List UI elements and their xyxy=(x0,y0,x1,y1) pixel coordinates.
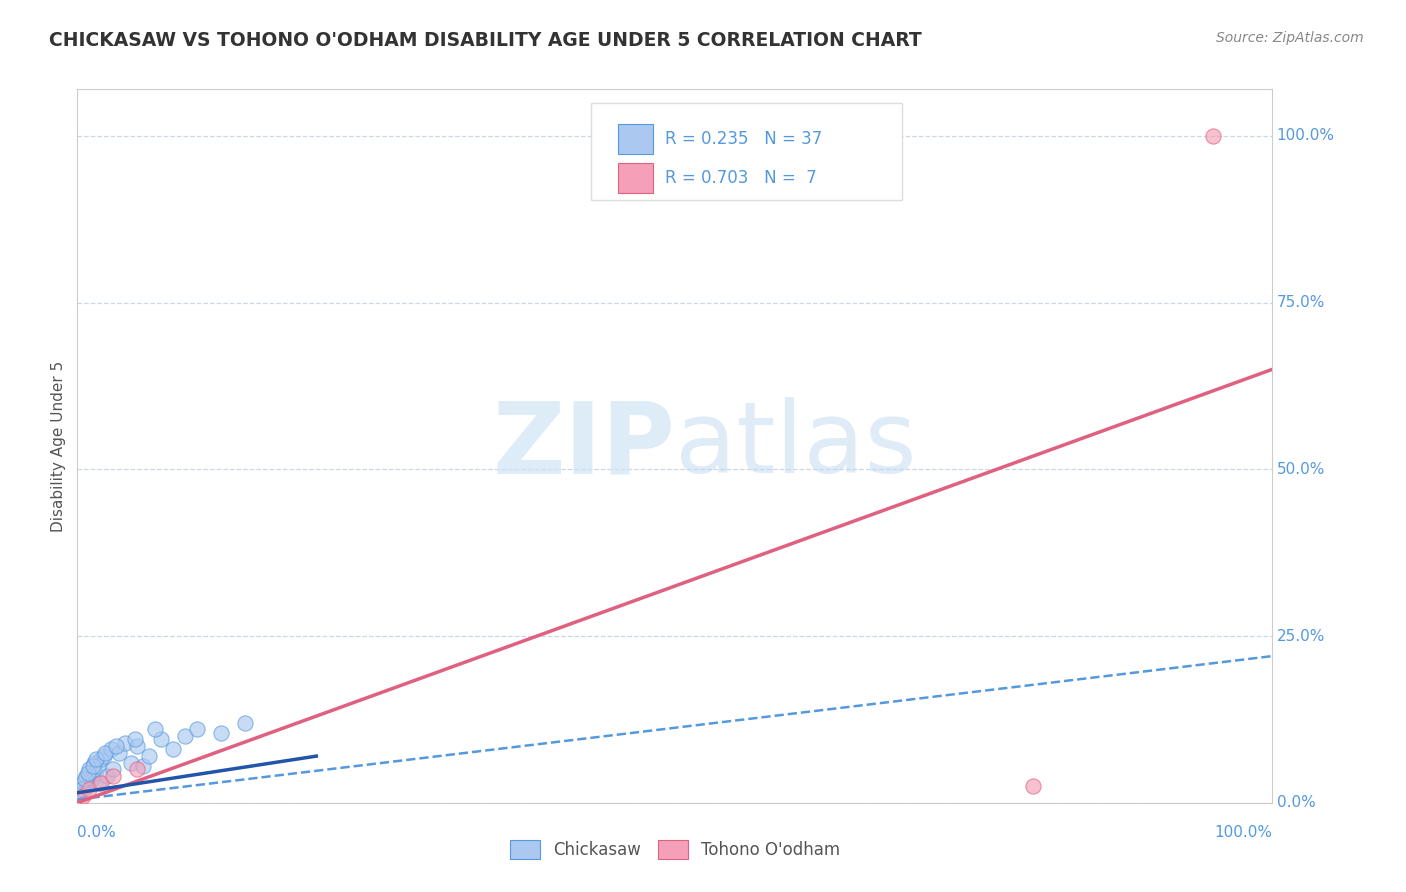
Point xyxy=(87,776,110,790)
Point xyxy=(83,756,105,770)
Point xyxy=(94,746,117,760)
Point xyxy=(143,723,166,737)
Point xyxy=(174,729,197,743)
Point xyxy=(124,732,146,747)
Point xyxy=(150,732,173,747)
Text: CHICKASAW VS TOHONO O'ODHAM DISABILITY AGE UNDER 5 CORRELATION CHART: CHICKASAW VS TOHONO O'ODHAM DISABILITY A… xyxy=(49,31,922,50)
Point xyxy=(114,736,136,750)
Point xyxy=(70,782,93,797)
Text: 75.0%: 75.0% xyxy=(1277,295,1324,310)
Point xyxy=(138,749,160,764)
Point xyxy=(127,739,149,753)
Point xyxy=(77,765,100,780)
Text: R = 0.703   N =  7: R = 0.703 N = 7 xyxy=(665,169,817,187)
Point xyxy=(209,725,232,739)
Point xyxy=(120,756,142,770)
Point xyxy=(84,765,107,780)
Point xyxy=(79,782,101,797)
Point xyxy=(1022,779,1045,793)
Point xyxy=(73,772,96,787)
Point xyxy=(86,752,108,766)
Text: 0.0%: 0.0% xyxy=(1277,796,1316,810)
Point xyxy=(96,769,118,783)
Point xyxy=(1202,128,1225,143)
Text: 25.0%: 25.0% xyxy=(1277,629,1324,643)
Text: Source: ZipAtlas.com: Source: ZipAtlas.com xyxy=(1216,31,1364,45)
Point xyxy=(132,759,155,773)
Point xyxy=(90,776,112,790)
Point xyxy=(72,776,94,790)
Point xyxy=(104,739,127,753)
Point xyxy=(69,786,91,800)
Text: R = 0.235   N = 37: R = 0.235 N = 37 xyxy=(665,130,823,148)
Point xyxy=(100,742,122,756)
Point xyxy=(233,715,256,730)
Point xyxy=(103,763,124,777)
Point xyxy=(108,746,131,760)
Bar xyxy=(617,124,654,154)
Text: 100.0%: 100.0% xyxy=(1277,128,1334,144)
Point xyxy=(76,779,98,793)
Point xyxy=(86,759,108,773)
Point xyxy=(162,742,184,756)
Point xyxy=(75,769,97,783)
Text: 100.0%: 100.0% xyxy=(1215,825,1272,840)
Point xyxy=(72,789,94,804)
Text: 50.0%: 50.0% xyxy=(1277,462,1324,477)
Point xyxy=(90,752,112,766)
Y-axis label: Disability Age Under 5: Disability Age Under 5 xyxy=(51,360,66,532)
Point xyxy=(186,723,208,737)
Legend: Chickasaw, Tohono O'odham: Chickasaw, Tohono O'odham xyxy=(503,833,846,866)
Point xyxy=(80,772,103,787)
Point xyxy=(70,782,93,797)
Text: atlas: atlas xyxy=(675,398,917,494)
Point xyxy=(79,763,101,777)
Point xyxy=(127,763,149,777)
Point xyxy=(82,759,104,773)
Text: ZIP: ZIP xyxy=(492,398,675,494)
Text: 0.0%: 0.0% xyxy=(77,825,117,840)
Point xyxy=(103,769,124,783)
Point xyxy=(93,749,115,764)
Bar xyxy=(617,163,654,193)
FancyBboxPatch shape xyxy=(592,103,903,200)
